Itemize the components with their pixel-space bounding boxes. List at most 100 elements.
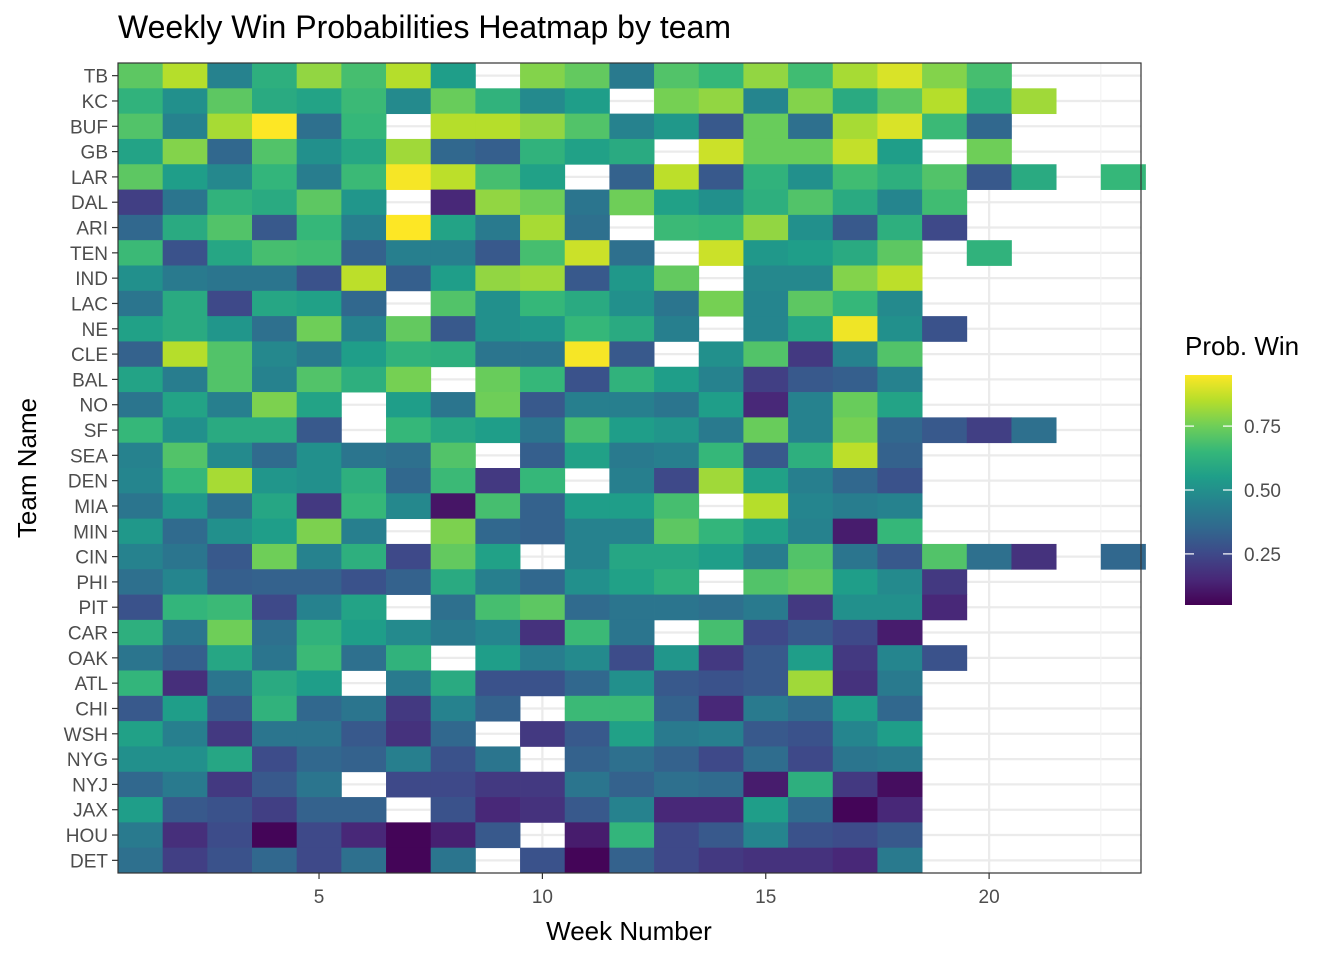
- heatmap-cell: [520, 670, 566, 697]
- heatmap-cell: [118, 189, 164, 216]
- heatmap-cell: [743, 468, 789, 494]
- heatmap-cell: [386, 417, 432, 444]
- heatmap-cell: [564, 290, 610, 317]
- heatmap-cell: [252, 366, 298, 393]
- heatmap-cell: [475, 771, 521, 798]
- heatmap-cell: [743, 138, 789, 165]
- heatmap-cell: [922, 189, 968, 216]
- heatmap-cell: [430, 721, 476, 747]
- heatmap-cell: [475, 569, 521, 595]
- heatmap-cell: [430, 164, 476, 190]
- heatmap-cell: [207, 746, 253, 773]
- x-axis-title: Week Number: [546, 916, 712, 946]
- heatmap-cell: [788, 645, 834, 671]
- heatmap-cell: [877, 645, 923, 671]
- y-tick-label: PIT: [78, 598, 108, 619]
- heatmap-cell: [162, 88, 208, 115]
- heatmap-cell: [609, 290, 655, 317]
- heatmap-cell: [654, 63, 700, 89]
- heatmap-cell: [207, 366, 253, 393]
- heatmap-cell: [341, 822, 387, 849]
- heatmap-cell: [520, 240, 566, 266]
- heatmap-cell: [654, 417, 700, 444]
- heatmap-cell: [341, 164, 387, 190]
- heatmap-cell: [788, 847, 834, 874]
- heatmap-cell: [654, 543, 700, 570]
- heatmap-cell: [520, 214, 566, 241]
- heatmap-cell: [698, 619, 744, 646]
- heatmap-cell: [609, 392, 655, 418]
- heatmap-cell: [877, 493, 923, 520]
- heatmap-cell: [788, 265, 834, 292]
- heatmap-cell: [520, 189, 566, 216]
- heatmap-cell: [475, 341, 521, 368]
- heatmap-cell: [118, 366, 164, 393]
- heatmap-cell: [698, 645, 744, 671]
- y-tick-label: HOU: [66, 826, 108, 847]
- heatmap-cell: [430, 847, 476, 874]
- heatmap-cell: [609, 189, 655, 216]
- heatmap-cell: [877, 468, 923, 494]
- heatmap-cell: [386, 695, 432, 722]
- heatmap-cell: [654, 366, 700, 393]
- heatmap-cell: [654, 214, 700, 241]
- heatmap-cell: [341, 518, 387, 545]
- heatmap-cell: [654, 721, 700, 747]
- heatmap-cell: [475, 670, 521, 697]
- heatmap-cell: [386, 341, 432, 368]
- heatmap-cell: [520, 63, 566, 89]
- heatmap-cell: [832, 366, 878, 393]
- heatmap-cell: [475, 797, 521, 823]
- heatmap-cell: [475, 468, 521, 494]
- heatmap-cell: [832, 164, 878, 190]
- heatmap-cell: [609, 771, 655, 798]
- heatmap-cell: [698, 164, 744, 190]
- heatmap-cell: [788, 695, 834, 722]
- heatmap-cell: [386, 164, 432, 190]
- heatmap-cell: [609, 518, 655, 545]
- heatmap-cell: [832, 695, 878, 722]
- heatmap-cell: [832, 569, 878, 595]
- heatmap-cell: [743, 265, 789, 292]
- heatmap-cell: [430, 518, 476, 545]
- y-tick-label: IND: [75, 269, 108, 290]
- heatmap-cell: [788, 138, 834, 165]
- y-tick-label: WSH: [64, 725, 108, 746]
- heatmap-cell: [609, 341, 655, 368]
- heatmap-cell: [788, 240, 834, 266]
- heatmap-cell: [341, 290, 387, 317]
- heatmap-cell: [207, 797, 253, 823]
- y-tick-label: ARI: [76, 219, 108, 240]
- heatmap-cell: [162, 316, 208, 342]
- heatmap-cell: [475, 164, 521, 190]
- heatmap-cell: [118, 164, 164, 190]
- heatmap-cell: [430, 113, 476, 140]
- heatmap-cell: [877, 543, 923, 570]
- heatmap-cell: [520, 468, 566, 494]
- heatmap-cell: [743, 569, 789, 595]
- heatmap-cell: [788, 569, 834, 595]
- heatmap-cell: [698, 189, 744, 216]
- y-tick-label: TEN: [70, 244, 108, 265]
- heatmap-cell: [386, 366, 432, 393]
- heatmap-cell: [118, 518, 164, 545]
- heatmap-cell: [296, 771, 342, 798]
- heatmap-cell: [475, 366, 521, 393]
- heatmap-cell: [118, 543, 164, 570]
- heatmap-cell: [654, 645, 700, 671]
- heatmap-cell: [698, 721, 744, 747]
- heatmap-cell: [877, 594, 923, 621]
- heatmap-cell: [430, 695, 476, 722]
- heatmap-cell: [252, 822, 298, 849]
- heatmap-cell: [564, 670, 610, 697]
- heatmap-cell: [609, 797, 655, 823]
- heatmap-cell: [341, 493, 387, 520]
- heatmap-cell: [564, 138, 610, 165]
- heatmap-cell: [430, 493, 476, 520]
- heatmap-cell: [252, 214, 298, 241]
- heatmap-cell: [207, 569, 253, 595]
- heatmap-cell: [698, 518, 744, 545]
- heatmap-cell: [788, 493, 834, 520]
- heatmap-cell: [341, 797, 387, 823]
- heatmap-cell: [877, 670, 923, 697]
